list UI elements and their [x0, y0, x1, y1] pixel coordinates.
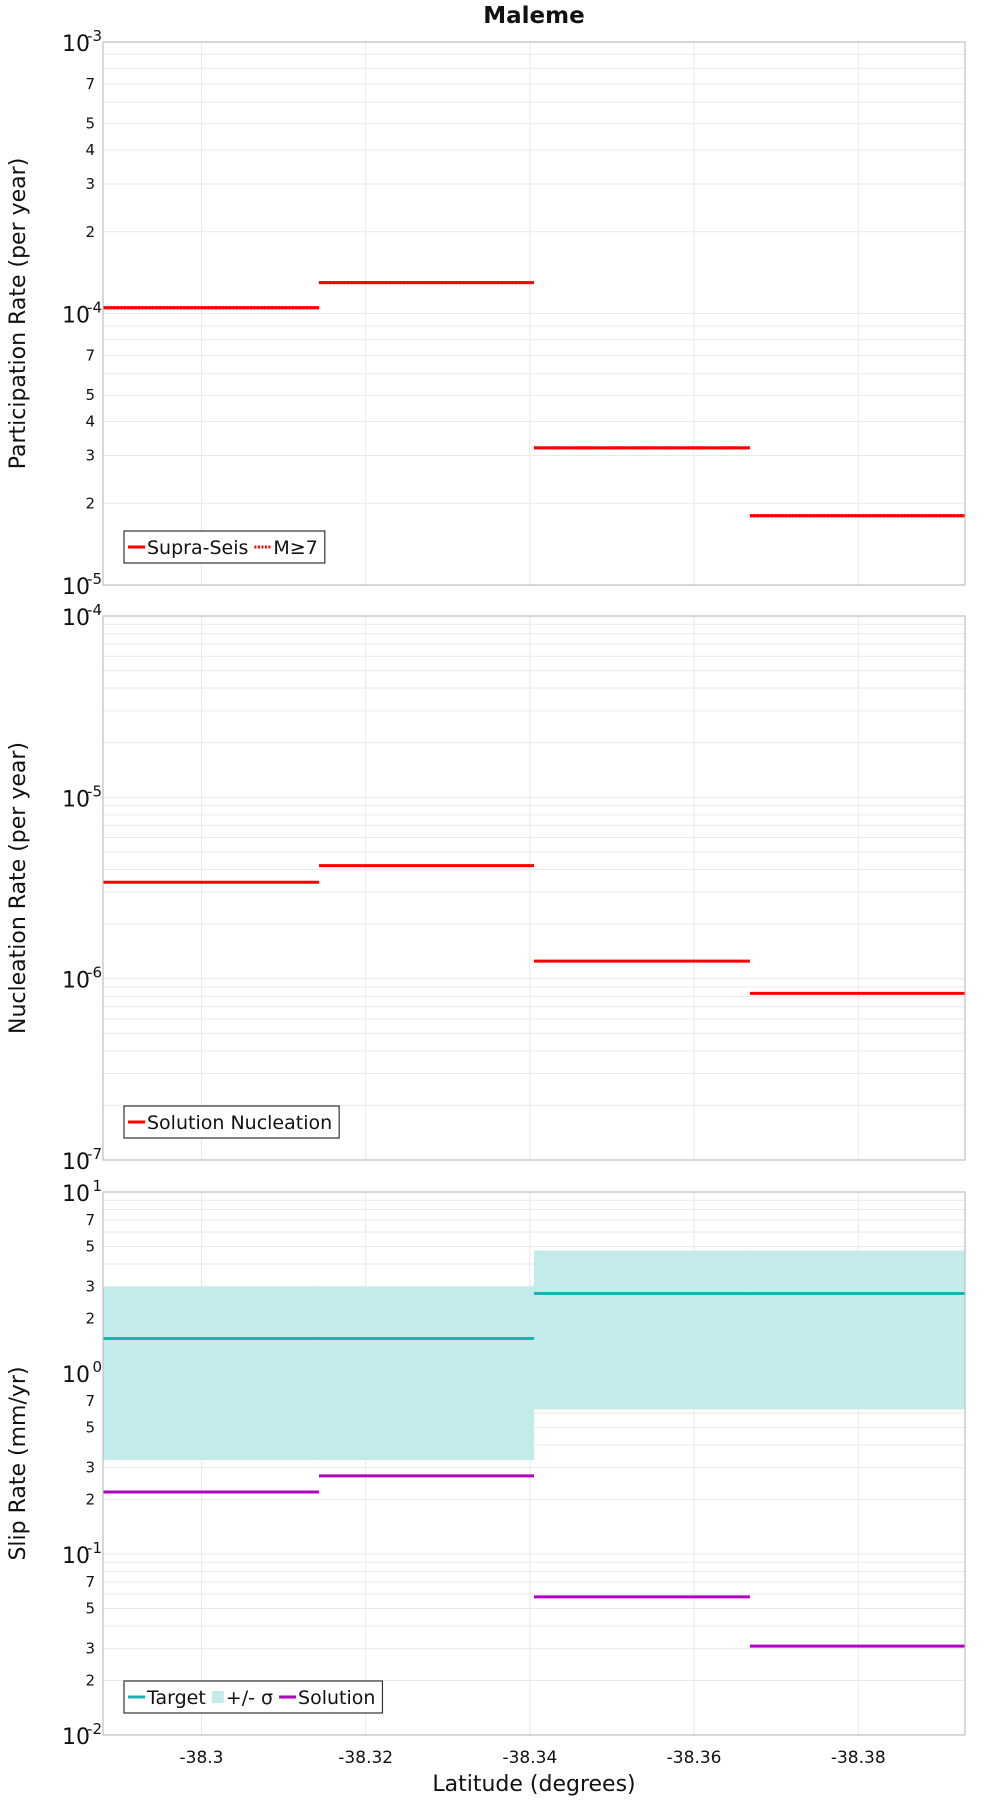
legend: Solution Nucleation: [123, 1105, 340, 1139]
plot-area: [103, 616, 965, 1160]
y-tick-label: 4: [85, 141, 95, 159]
y-tick-base: 10: [62, 1150, 90, 1175]
y-tick-label: 3: [85, 1459, 95, 1477]
y-tick-label: 5: [85, 386, 95, 404]
y-tick-base: 10: [62, 969, 90, 994]
y-tick-base: 10: [62, 787, 90, 812]
legend-box: [123, 1105, 340, 1139]
y-tick-base: 10: [62, 1182, 90, 1207]
plot-frame: [102, 41, 966, 586]
y-tick-label: 10: [62, 1363, 90, 1388]
y-tick-label: 7: [85, 1573, 95, 1591]
y-tick-base: 10: [62, 304, 90, 329]
y-tick-base: 10: [62, 575, 90, 600]
y-tick-label: 10: [62, 1544, 90, 1569]
y-tick-label: 10: [62, 969, 90, 994]
y-tick-label: 10: [62, 1182, 90, 1207]
legend-label: Solution Nucleation: [147, 1112, 332, 1134]
y-tick-exponent: -7: [87, 1145, 102, 1163]
y-tick-label: 10: [62, 606, 90, 631]
y-tick-label: 3: [85, 175, 95, 193]
sigma-band-segment: [534, 1250, 750, 1410]
y-tick-label: 3: [85, 1640, 95, 1658]
x-tick-label: -38.36: [667, 1748, 722, 1768]
y-tick-exponent: -4: [87, 601, 102, 619]
y-tick-label: 5: [85, 115, 95, 133]
legend-box: [123, 1680, 384, 1714]
y-tick-label: 5: [85, 1418, 95, 1436]
x-tick-label: -38.3: [180, 1748, 224, 1768]
y-tick-base: 10: [62, 32, 90, 57]
y-tick-label: 5: [85, 1237, 95, 1255]
y-tick-exponent: -5: [87, 782, 102, 800]
legend: Target +/- σ Solution: [123, 1680, 384, 1714]
y-tick-label: 10: [62, 32, 90, 57]
legend-label: Supra-Seis: [147, 537, 248, 559]
legend: Supra-Seis M≥7: [123, 530, 326, 564]
legend-label: Target: [146, 1687, 206, 1709]
x-tick-label: -38.38: [831, 1748, 886, 1768]
y-tick-label: 10: [62, 1725, 90, 1750]
x-axis-label: Latitude (degrees): [432, 1772, 635, 1797]
y-tick-label: 10: [62, 575, 90, 600]
y-axis-label: Participation Rate (per year): [6, 158, 31, 470]
y-tick-exponent: -1: [87, 1539, 102, 1557]
y-tick-exponent: -3: [87, 27, 102, 45]
y-tick-label: 2: [85, 1310, 95, 1328]
x-tick-label: -38.34: [502, 1748, 557, 1768]
y-tick-base: 10: [62, 1544, 90, 1569]
legend-swatch: [211, 1691, 224, 1703]
y-tick-label: 2: [85, 1672, 95, 1690]
y-tick-base: 10: [62, 1725, 90, 1750]
y-tick-label: 7: [85, 75, 95, 93]
y-tick-exponent: 0: [92, 1358, 102, 1376]
legend-label: Solution: [298, 1687, 375, 1709]
y-tick-base: 10: [62, 606, 90, 631]
y-tick-base: 10: [62, 1363, 90, 1388]
y-tick-label: 2: [85, 494, 95, 512]
y-tick-exponent: -2: [87, 1720, 102, 1738]
legend-label: M≥7: [273, 537, 317, 559]
y-tick-label: 2: [85, 223, 95, 241]
y-tick-exponent: -5: [87, 570, 102, 588]
y-tick-label: 10: [62, 1150, 90, 1175]
chart-title: Maleme: [483, 3, 584, 29]
y-tick-exponent: -6: [87, 964, 102, 982]
sigma-band-segment: [318, 1286, 534, 1461]
y-tick-label: 2: [85, 1491, 95, 1509]
y-axis-label: Slip Rate (mm/yr): [6, 1366, 31, 1560]
legend-label: +/- σ: [226, 1687, 273, 1709]
x-tick-label: -38.32: [338, 1748, 393, 1768]
y-axis-label: Nucleation Rate (per year): [6, 742, 31, 1034]
y-tick-label: 5: [85, 1599, 95, 1617]
sigma-band-segment: [749, 1250, 965, 1410]
y-tick-label: 3: [85, 1278, 95, 1296]
y-tick-label: 4: [85, 413, 95, 431]
sigma-band-segment: [103, 1286, 319, 1461]
plot-frame: [102, 615, 966, 1161]
plot-frame: [102, 1191, 966, 1736]
y-tick-label: 3: [85, 446, 95, 464]
y-tick-exponent: 1: [92, 1177, 102, 1195]
y-tick-label: 10: [62, 787, 90, 812]
legend-box: [123, 530, 326, 564]
y-tick-exponent: -4: [87, 299, 102, 317]
y-tick-label: 7: [85, 1211, 95, 1229]
y-tick-label: 10: [62, 304, 90, 329]
y-tick-label: 7: [85, 347, 95, 365]
y-tick-label: 7: [85, 1392, 95, 1410]
